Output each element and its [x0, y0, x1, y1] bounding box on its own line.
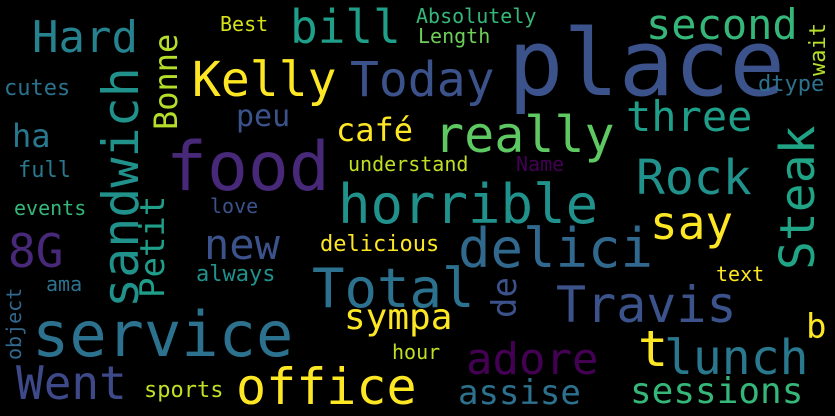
- word-sympa: sympa: [344, 297, 453, 338]
- word-de: de: [485, 277, 525, 318]
- word-adore: adore: [466, 334, 599, 385]
- word-bill: bill: [290, 0, 401, 54]
- word-horrible: horrible: [338, 173, 599, 236]
- word-office: office: [236, 358, 417, 416]
- word-object: object: [2, 287, 26, 360]
- word-dtype: dtype: [758, 72, 825, 97]
- word-love: love: [210, 194, 259, 218]
- word-assise: assise: [458, 373, 581, 413]
- word-text: text: [716, 262, 765, 286]
- word-steak: Steak: [770, 125, 826, 271]
- word-ama: ama: [46, 272, 83, 296]
- word-understand: understand: [348, 152, 469, 176]
- word-delicious: delicious: [320, 232, 440, 257]
- word-delici: delici: [458, 217, 654, 280]
- word-bonne: Bonne: [147, 33, 185, 130]
- word-hard: Hard: [32, 12, 138, 63]
- word-total: Total: [312, 257, 475, 320]
- word-petit: Petit: [133, 195, 173, 298]
- word-name: Name: [516, 152, 565, 176]
- word-kelly: Kelly: [192, 52, 337, 108]
- word-went: Went: [16, 356, 127, 410]
- word-8g: 8G: [8, 224, 64, 278]
- word-travis: Travis: [556, 276, 737, 334]
- word-really: really: [434, 106, 615, 164]
- word-rock: Rock: [636, 150, 752, 206]
- word-cafe: café: [336, 111, 414, 149]
- word-say: say: [650, 196, 734, 250]
- word-t: t: [638, 320, 669, 378]
- word-always: always: [196, 262, 276, 287]
- word-place: place: [508, 10, 785, 117]
- word-today: Today: [350, 52, 495, 108]
- word-b: b: [806, 307, 827, 347]
- word-hour: hour: [392, 340, 441, 364]
- word-food: food: [166, 128, 330, 207]
- word-events: events: [14, 196, 87, 220]
- word-cutes: cutes: [4, 76, 71, 101]
- word-three: three: [626, 92, 753, 141]
- word-sports: sports: [144, 378, 224, 403]
- word-service: service: [32, 298, 294, 371]
- word-second: second: [646, 0, 798, 49]
- word-peu: peu: [236, 99, 291, 134]
- word-ha: ha: [12, 117, 51, 155]
- word-sessions: sessions: [630, 371, 804, 412]
- word-length: Length: [418, 24, 491, 48]
- word-new: new: [204, 220, 280, 269]
- word-best: Best: [220, 12, 269, 36]
- word-wait: wait: [806, 23, 831, 76]
- word-full: full: [18, 158, 71, 183]
- word-lunch: lunch: [664, 330, 809, 386]
- word-absolutely: Absolutely: [416, 4, 537, 28]
